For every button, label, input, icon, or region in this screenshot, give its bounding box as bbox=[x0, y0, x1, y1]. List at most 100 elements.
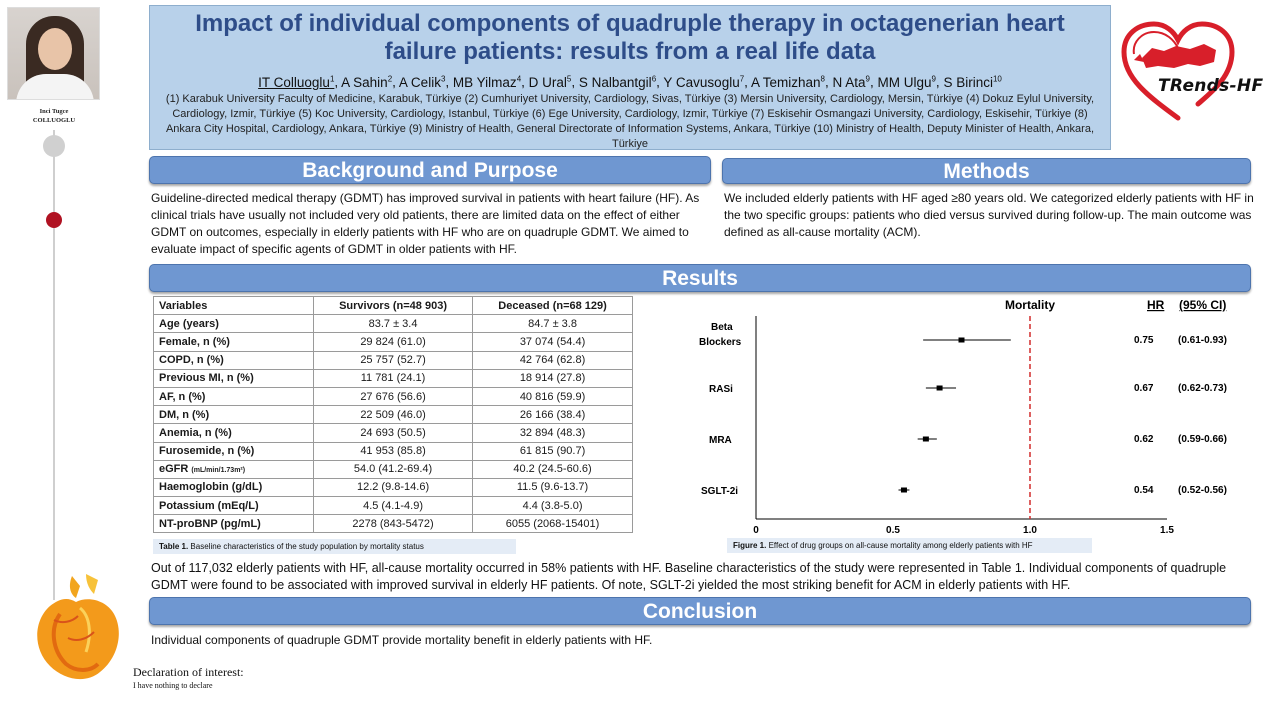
table-header-cell: Survivors (n=48 903) bbox=[312, 295, 474, 316]
table-row: Haemoglobin (g/dL) 12.2 (9.8-14.6) 11.5 (9… bbox=[153, 477, 633, 498]
author-list: IT Colluoglu1, A Sahin2, A Celik3, MB Yi… bbox=[258, 74, 1002, 90]
row-label: Blockers bbox=[699, 337, 742, 348]
ci-value: (0.61-0.93) bbox=[1178, 335, 1227, 346]
variable-cell: Potassium (mEq/L) bbox=[153, 496, 314, 516]
author-name-item: MM Ulgu9 bbox=[877, 74, 936, 90]
survivors-cell: 4.5 (4.1-4.9) bbox=[312, 496, 474, 516]
survivors-cell: 24 693 (50.5) bbox=[312, 423, 474, 443]
hr-header: HR bbox=[1147, 298, 1165, 312]
table-row: Age (years) 83.7 ± 3.4 84.7 ± 3.8 bbox=[153, 314, 633, 334]
chart-title: Mortality bbox=[1005, 298, 1055, 312]
poster-header: Impact of individual components of quadr… bbox=[149, 5, 1111, 150]
author-name-item: A Sahin2 bbox=[341, 74, 393, 90]
deceased-cell: 4.4 (3.8-5.0) bbox=[472, 496, 633, 516]
table-header-cell: Deceased (n=68 129) bbox=[472, 295, 633, 316]
table-row: Furosemide, n (%) 41 953 (85.8) 61 815 (90… bbox=[153, 441, 633, 461]
author-name-item: D Ural5 bbox=[528, 74, 572, 90]
survivors-cell: 83.7 ± 3.4 bbox=[312, 314, 474, 334]
variable-cell: NT-proBNP (pg/mL) bbox=[153, 514, 314, 534]
survivors-cell: 2278 (843-5472) bbox=[312, 514, 474, 534]
author-name-item: A Temizhan8 bbox=[750, 74, 825, 90]
deceased-cell: 18 914 (27.8) bbox=[472, 368, 633, 388]
author-photo bbox=[7, 7, 100, 100]
baseline-table: Variables Survivors (n=48 903) Deceased … bbox=[153, 295, 633, 534]
variable-cell: eGFR (mL/min/1.73m²) bbox=[153, 459, 314, 479]
row-label: MRA bbox=[709, 435, 732, 446]
x-tick-label: 0.5 bbox=[886, 525, 900, 536]
row-label: SGLT-2i bbox=[701, 486, 738, 497]
author-name: Inci Tugce COLLUOGLU bbox=[32, 108, 76, 124]
survivors-cell: 27 676 (56.6) bbox=[312, 386, 474, 407]
table-row: eGFR (mL/min/1.73m²) 54.0 (41.2-69.4) 40.2… bbox=[153, 459, 633, 479]
poster-title: Impact of individual components of quadr… bbox=[195, 10, 1065, 65]
table-header-cell: Variables bbox=[153, 295, 314, 316]
ci-value: (0.52-0.56) bbox=[1178, 485, 1227, 496]
deceased-cell: 40.2 (24.5-60.6) bbox=[472, 459, 633, 479]
declaration-title: Declaration of interest: bbox=[133, 665, 244, 679]
deceased-cell: 37 074 (54.4) bbox=[472, 332, 633, 352]
conclusion-text: Individual components of quadruple GDMT … bbox=[151, 633, 653, 647]
deceased-cell: 32 894 (48.3) bbox=[472, 423, 633, 443]
affiliations: (1) Karabuk University Faculty of Medici… bbox=[165, 92, 1095, 150]
x-tick-label: 1.5 bbox=[1160, 525, 1174, 536]
table-row: AF, n (%) 27 676 (56.6) 40 816 (59.9) bbox=[153, 386, 633, 407]
variable-cell: Haemoglobin (g/dL) bbox=[153, 477, 314, 498]
table-row: COPD, n (%) 25 757 (52.7) 42 764 (62.8) bbox=[153, 350, 633, 370]
table-row: Previous MI, n (%) 11 781 (24.1) 18 914 (2… bbox=[153, 368, 633, 388]
timeline-dot-grey bbox=[43, 135, 65, 157]
ci-header: (95% CI) bbox=[1179, 298, 1226, 312]
author-name-item: S Nalbantgil6 bbox=[578, 74, 657, 90]
conclusion-heading: Conclusion bbox=[149, 597, 1251, 625]
table-header-row: Variables Survivors (n=48 903) Deceased … bbox=[153, 295, 633, 316]
logo-text: TRends-HF bbox=[1158, 76, 1264, 96]
forest-plot: Mortality HR (95% CI) 0 0.5 1.0 1.5 Beta Blocker… bbox=[699, 298, 1227, 536]
author-name-item: MB Yilmaz4 bbox=[452, 74, 522, 90]
row-label: Beta bbox=[711, 322, 733, 333]
hr-point bbox=[958, 337, 965, 343]
author-name-item: N Ata9 bbox=[832, 74, 870, 90]
deceased-cell: 11.5 (9.6-13.7) bbox=[472, 477, 633, 498]
author-name-item: A Celik3 bbox=[398, 74, 446, 90]
variable-cell: Furosemide, n (%) bbox=[153, 441, 314, 461]
ci-value: (0.62-0.73) bbox=[1178, 383, 1227, 394]
variable-cell: Female, n (%) bbox=[153, 332, 314, 352]
background-heading: Background and Purpose bbox=[149, 156, 711, 184]
declaration-text: I have nothing to declare bbox=[133, 681, 213, 690]
methods-text: We included elderly patients with HF age… bbox=[724, 191, 1254, 239]
deceased-cell: 42 764 (62.8) bbox=[472, 350, 633, 370]
ci-value: (0.59-0.66) bbox=[1178, 434, 1227, 445]
survivors-cell: 41 953 (85.8) bbox=[312, 441, 474, 461]
variable-cell: Previous MI, n (%) bbox=[153, 368, 314, 388]
deceased-cell: 84.7 ± 3.8 bbox=[472, 314, 633, 334]
timeline-rail bbox=[53, 130, 55, 600]
results-heading: Results bbox=[149, 264, 1251, 292]
survivors-cell: 54.0 (41.2-69.4) bbox=[312, 459, 474, 479]
deceased-cell: 6055 (2068-15401) bbox=[472, 514, 633, 534]
row-label: RASi bbox=[709, 384, 733, 395]
background-text: Guideline-directed medical therapy (GDMT… bbox=[151, 191, 700, 256]
hr-value: 0.54 bbox=[1134, 485, 1154, 496]
timeline-dot-red bbox=[46, 212, 62, 228]
table-row: Female, n (%) 29 824 (61.0) 37 074 (54.4) bbox=[153, 332, 633, 352]
hr-point bbox=[936, 385, 943, 391]
deceased-cell: 26 166 (38.4) bbox=[472, 405, 633, 425]
survivors-cell: 11 781 (24.1) bbox=[312, 368, 474, 388]
variable-cell: DM, n (%) bbox=[153, 405, 314, 425]
results-text: Out of 117,032 elderly patients with HF,… bbox=[151, 561, 1227, 592]
table-row: NT-proBNP (pg/mL) 2278 (843-5472) 6055 (20… bbox=[153, 514, 633, 534]
survivors-cell: 25 757 (52.7) bbox=[312, 350, 474, 370]
variable-cell: Age (years) bbox=[153, 314, 314, 334]
survivors-cell: 22 509 (46.0) bbox=[312, 405, 474, 425]
table-row: DM, n (%) 22 509 (46.0) 26 166 (38.4) bbox=[153, 405, 633, 425]
x-tick-label: 0 bbox=[753, 525, 759, 536]
variable-cell: Anemia, n (%) bbox=[153, 423, 314, 443]
hr-point bbox=[900, 487, 907, 493]
author-name-item: S Birinci10 bbox=[943, 74, 1002, 90]
table-row: Anemia, n (%) 24 693 (50.5) 32 894 (48.3) bbox=[153, 423, 633, 443]
author-name-item: IT Colluoglu1 bbox=[258, 74, 335, 90]
hr-value: 0.75 bbox=[1134, 335, 1154, 346]
x-tick-label: 1.0 bbox=[1023, 525, 1037, 536]
variable-cell: COPD, n (%) bbox=[153, 350, 314, 370]
hr-value: 0.67 bbox=[1134, 383, 1154, 394]
figure-caption: Figure 1. Effect of drug groups on all-c… bbox=[727, 538, 1092, 553]
